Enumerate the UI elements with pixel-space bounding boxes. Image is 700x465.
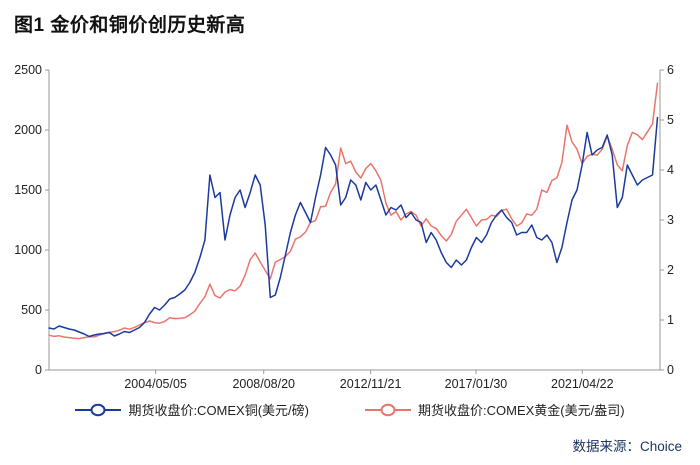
right-axis-tick-label: 2 [667, 263, 674, 277]
legend-item-copper: 期货收盘价:COMEX铜(美元/磅) [75, 400, 309, 419]
legend-label-gold: 期货收盘价:COMEX黄金(美元/盎司) [418, 403, 625, 418]
left-axis-tick-label: 2500 [14, 63, 42, 77]
x-axis-tick-label: 2008/08/20 [232, 377, 295, 391]
x-axis-tick-label: 2012/11/21 [340, 377, 402, 391]
left-axis-tick-label: 0 [35, 363, 42, 377]
left-axis-tick-label: 1500 [14, 183, 42, 197]
left-axis-tick-label: 1000 [14, 243, 42, 257]
chart-legend: 期货收盘价:COMEX铜(美元/磅) 期货收盘价:COMEX黄金(美元/盎司) [0, 400, 700, 419]
page-title: 图1 金价和铜价创历史新高 [14, 15, 246, 36]
right-axis-tick-label: 4 [667, 163, 674, 177]
gold-line-marker-icon [365, 403, 411, 416]
series-line [48, 82, 659, 340]
series-line [48, 116, 659, 338]
left-axis-tick-label: 500 [21, 303, 42, 317]
left-axis-tick-label: 2000 [14, 123, 42, 137]
legend-circle [90, 403, 106, 416]
chart-canvas: 0 500 1000 1500 2000 2500 0 1 2 3 4 5 6 2004/05/05 200… [14, 63, 674, 391]
right-axis-tick-label: 0 [667, 363, 674, 377]
x-axis-tick-label: 2004/05/05 [124, 377, 187, 391]
data-source-text: 数据来源：Choice [572, 439, 682, 454]
x-axis-tick-label: 2021/04/22 [551, 377, 614, 391]
copper-line-marker-icon [75, 403, 122, 416]
legend-circle [380, 403, 396, 416]
right-axis-tick-label: 3 [667, 213, 674, 227]
right-axis-tick-label: 5 [667, 113, 674, 127]
x-axis-tick-label: 2017/01/30 [445, 377, 508, 391]
right-axis-tick-label: 1 [667, 313, 674, 327]
legend-item-gold: 期货收盘价:COMEX黄金(美元/盎司) [365, 400, 625, 419]
legend-label-copper: 期货收盘价:COMEX铜(美元/磅) [128, 403, 309, 418]
right-axis-tick-label: 6 [667, 63, 674, 77]
